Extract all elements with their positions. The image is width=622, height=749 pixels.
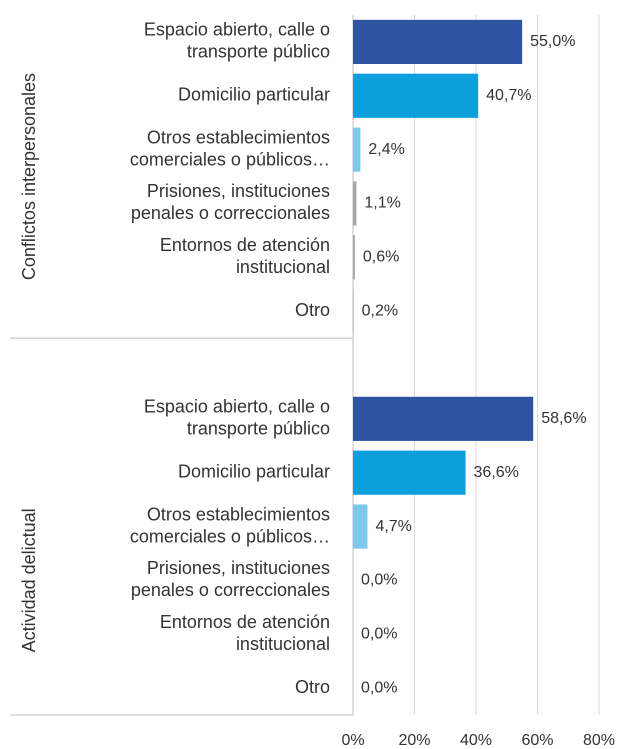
category-label: comerciales o públicos…: [130, 526, 330, 546]
value-label: 4,7%: [375, 518, 411, 535]
value-label: 2,4%: [368, 141, 404, 158]
category-label: penales o correccionales: [131, 203, 330, 223]
category-label: Domicilio particular: [178, 85, 330, 105]
value-label: 58,6%: [541, 410, 586, 427]
category-label: comerciales o públicos…: [130, 149, 330, 169]
bar: [353, 181, 357, 226]
category-label: Entornos de atención: [160, 235, 330, 255]
category-label: Prisiones, instituciones: [147, 558, 330, 578]
category-label: Domicilio particular: [178, 461, 330, 481]
bar: [353, 504, 368, 549]
category-label: transporte público: [187, 42, 330, 62]
category-label: Espacio abierto, calle o: [144, 397, 330, 417]
bar: [353, 235, 355, 280]
category-label: Otros establecimientos: [147, 127, 330, 147]
value-label: 0,0%: [361, 625, 397, 642]
value-label: 0,6%: [363, 249, 399, 266]
category-label: institucional: [236, 257, 330, 277]
category-label: Prisiones, instituciones: [147, 181, 330, 201]
bar: [353, 73, 479, 118]
value-label: 0,2%: [362, 302, 398, 319]
x-tick-label: 40%: [460, 732, 492, 749]
value-label: 55,0%: [530, 33, 575, 50]
value-label: 40,7%: [486, 87, 531, 104]
category-label: Entornos de atención: [160, 612, 330, 632]
category-label: Otros establecimientos: [147, 504, 330, 524]
bar: [353, 450, 466, 495]
bar: [353, 289, 354, 334]
value-label: 0,0%: [361, 572, 397, 589]
group-label: Actividad delictual: [19, 508, 39, 652]
bar: [353, 396, 534, 441]
bar: [353, 19, 523, 64]
bar: [353, 127, 361, 172]
value-label: 1,1%: [364, 195, 400, 212]
category-label: penales o correccionales: [131, 580, 330, 600]
x-tick-label: 60%: [521, 732, 553, 749]
category-label: Espacio abierto, calle o: [144, 20, 330, 40]
value-label: 36,6%: [474, 464, 519, 481]
x-tick-label: 80%: [583, 732, 615, 749]
x-tick-label: 0%: [341, 732, 364, 749]
x-tick-label: 20%: [398, 732, 430, 749]
category-label: Otro: [295, 300, 330, 320]
category-label: institucional: [236, 634, 330, 654]
category-label: Otro: [295, 677, 330, 697]
category-label: transporte público: [187, 419, 330, 439]
value-label: 0,0%: [361, 679, 397, 696]
group-label: Conflictos interpersonales: [19, 73, 39, 280]
